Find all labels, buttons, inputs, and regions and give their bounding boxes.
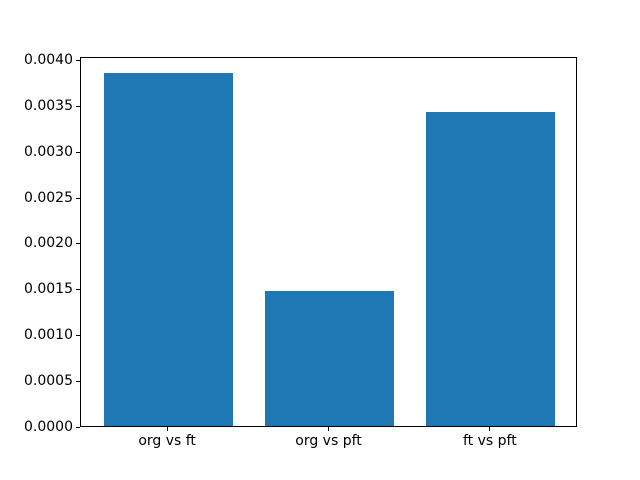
y-tick-label: 0.0000 — [24, 418, 73, 435]
y-tick-mark — [76, 60, 80, 62]
y-tick-label: 0.0030 — [24, 143, 73, 160]
y-tick-label: 0.0040 — [24, 52, 73, 69]
x-tick-label: ft vs pft — [463, 433, 517, 449]
plot-area — [80, 57, 577, 427]
y-tick-mark — [76, 289, 80, 291]
x-tick-label: org vs pft — [295, 433, 362, 449]
y-tick-label: 0.0025 — [24, 189, 73, 206]
x-tick-mark — [489, 427, 491, 431]
bar-org-vs-ft — [103, 72, 233, 426]
x-tick-mark — [166, 427, 168, 431]
x-tick-mark — [328, 427, 329, 431]
y-tick-label: 0.0005 — [24, 372, 73, 389]
y-tick-mark — [76, 106, 80, 108]
y-tick-label: 0.0015 — [24, 281, 73, 298]
y-tick-mark — [76, 334, 80, 336]
y-tick-mark — [76, 197, 80, 199]
x-tick-label: org vs ft — [138, 433, 196, 449]
y-tick-label: 0.0035 — [24, 98, 73, 115]
y-tick-mark — [76, 380, 80, 382]
y-tick-label: 0.0020 — [24, 235, 73, 252]
y-tick-mark — [76, 151, 80, 153]
bar-ft-vs-pft — [426, 112, 556, 426]
y-tick-mark — [76, 243, 80, 245]
y-tick-mark — [76, 426, 80, 428]
bar-org-vs-pft — [264, 290, 395, 426]
y-tick-label: 0.0010 — [24, 326, 73, 343]
